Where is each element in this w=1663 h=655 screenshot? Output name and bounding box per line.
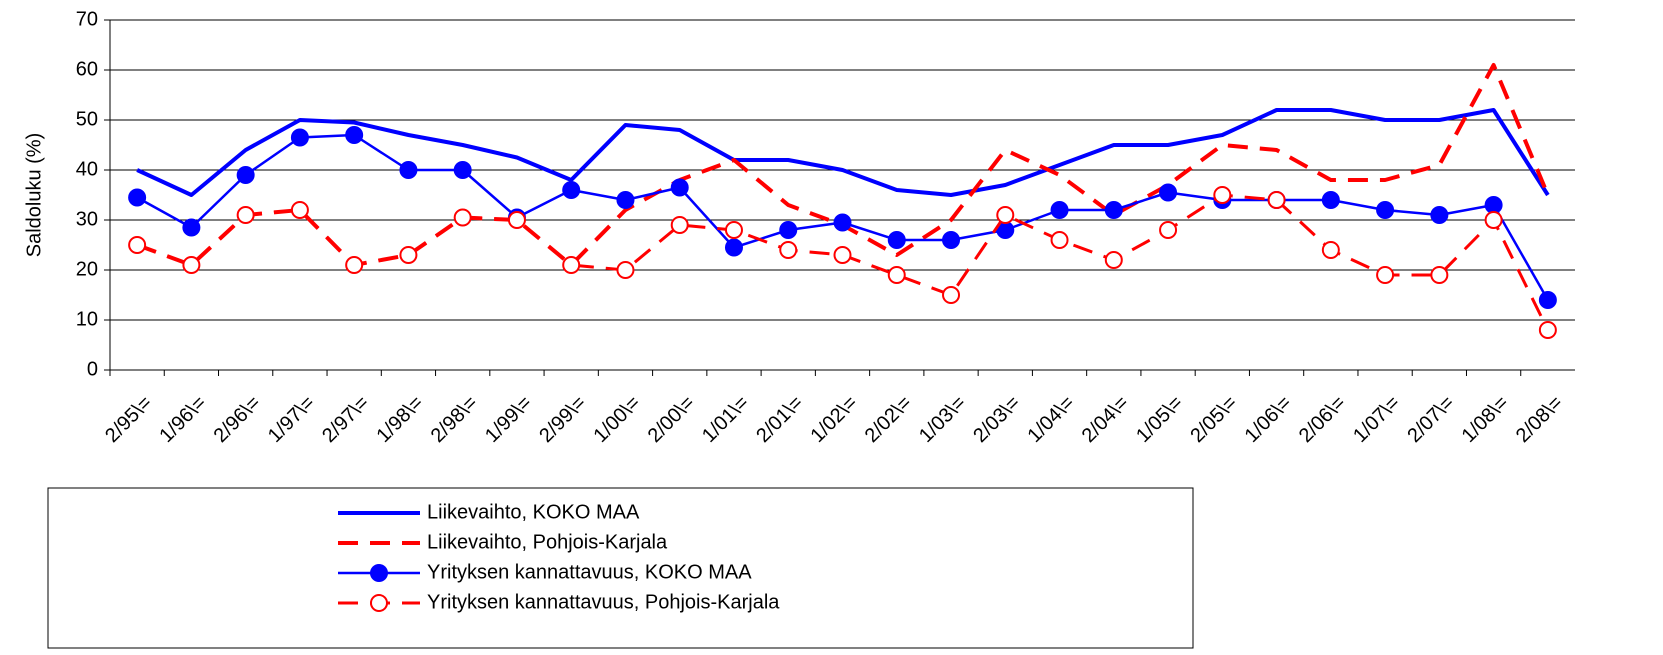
marker xyxy=(562,256,581,274)
legend-box xyxy=(47,487,1194,649)
legend-label: Yrityksen kannattavuus, Pohjois-Karjala xyxy=(427,591,780,613)
x-tick-label: 2/03\= xyxy=(969,392,1024,447)
x-tick-label: 2/05\= xyxy=(1186,392,1241,447)
x-tick-label: 2/06\= xyxy=(1295,392,1350,447)
x-tick-label: 1/03\= xyxy=(915,392,970,447)
marker xyxy=(453,208,472,227)
marker xyxy=(128,188,147,207)
x-tick-label: 2/99\= xyxy=(535,392,590,447)
y-tick-label: 70 xyxy=(76,8,98,30)
marker xyxy=(507,211,526,229)
x-tick-label: 1/00\= xyxy=(589,392,644,447)
y-tick-label: 0 xyxy=(87,358,98,380)
x-tick-label: 2/96\= xyxy=(210,392,265,447)
x-tick-label: 1/01\= xyxy=(698,392,753,447)
marker xyxy=(1430,266,1449,284)
marker xyxy=(236,166,255,184)
marker xyxy=(833,246,852,264)
x-tick-label: 1/02\= xyxy=(806,392,861,447)
marker xyxy=(399,161,418,179)
y-tick-label: 60 xyxy=(76,58,98,80)
marker xyxy=(370,594,388,612)
y-tick-label: 40 xyxy=(76,158,98,180)
marker xyxy=(1104,201,1123,219)
marker xyxy=(1484,211,1503,229)
x-tick-label: 2/98\= xyxy=(427,392,482,447)
marker xyxy=(996,221,1015,239)
x-tick-label: 2/02\= xyxy=(861,392,916,447)
marker xyxy=(1050,231,1069,249)
marker xyxy=(562,181,581,199)
x-tick-label: 1/04\= xyxy=(1024,392,1079,447)
marker xyxy=(887,231,906,249)
x-tick-label: 1/99\= xyxy=(481,392,536,447)
x-tick-label: 1/05\= xyxy=(1132,392,1187,447)
marker xyxy=(1159,221,1178,239)
marker xyxy=(942,231,961,249)
x-tick-label: 2/04\= xyxy=(1078,392,1133,447)
marker xyxy=(290,201,309,219)
marker xyxy=(779,241,798,259)
series-line xyxy=(136,108,1550,197)
marker xyxy=(1538,291,1557,309)
marker xyxy=(1484,196,1503,214)
y-tick-label: 20 xyxy=(76,258,98,280)
marker xyxy=(345,256,364,274)
marker xyxy=(996,206,1015,224)
x-tick-label: 1/97\= xyxy=(264,392,319,447)
legend-label: Liikevaihto, Pohjois-Karjala xyxy=(427,531,668,553)
x-tick-label: 2/95\= xyxy=(101,392,156,447)
legend-label: Liikevaihto, KOKO MAA xyxy=(427,501,640,523)
marker xyxy=(779,221,798,239)
marker xyxy=(833,213,852,232)
marker xyxy=(1376,201,1395,219)
marker xyxy=(1050,201,1069,219)
marker xyxy=(887,266,906,284)
x-tick-label: 2/01\= xyxy=(752,392,807,447)
x-tick-label: 2/08\= xyxy=(1512,392,1567,447)
marker xyxy=(370,564,388,582)
y-tick-label: 30 xyxy=(76,208,98,230)
marker xyxy=(942,286,961,304)
marker xyxy=(670,216,689,234)
x-tick-label: 2/07\= xyxy=(1403,392,1458,447)
x-tick-label: 1/07\= xyxy=(1349,392,1404,447)
marker xyxy=(1267,191,1286,209)
marker xyxy=(1376,266,1395,284)
marker xyxy=(616,191,635,209)
x-tick-label: 2/97\= xyxy=(318,392,373,447)
x-tick-label: 1/06\= xyxy=(1241,392,1296,447)
marker xyxy=(1104,251,1123,269)
marker xyxy=(1321,191,1340,209)
y-tick-label: 10 xyxy=(76,308,98,330)
marker xyxy=(616,261,635,279)
marker xyxy=(1538,321,1557,339)
x-tick-label: 1/96\= xyxy=(155,392,210,447)
x-tick-label: 2/00\= xyxy=(644,392,699,447)
marker xyxy=(128,236,147,254)
y-tick-label: 50 xyxy=(76,108,98,130)
marker xyxy=(1213,186,1232,204)
marker xyxy=(453,161,472,179)
series-line xyxy=(136,63,1550,267)
x-tick-label: 1/98\= xyxy=(372,392,427,447)
marker xyxy=(399,246,418,264)
legend-label: Yrityksen kannattavuus, KOKO MAA xyxy=(427,561,752,583)
marker xyxy=(236,206,255,224)
marker xyxy=(345,126,364,144)
x-tick-label: 1/08\= xyxy=(1458,392,1513,447)
marker xyxy=(670,178,689,197)
marker xyxy=(182,218,201,237)
marker xyxy=(1159,183,1178,202)
marker xyxy=(1430,206,1449,224)
marker xyxy=(724,238,743,257)
marker xyxy=(1321,241,1340,259)
y-axis-label: Saldoluku (%) xyxy=(23,133,45,258)
marker xyxy=(182,256,201,274)
marker xyxy=(290,128,309,147)
marker xyxy=(724,221,743,239)
